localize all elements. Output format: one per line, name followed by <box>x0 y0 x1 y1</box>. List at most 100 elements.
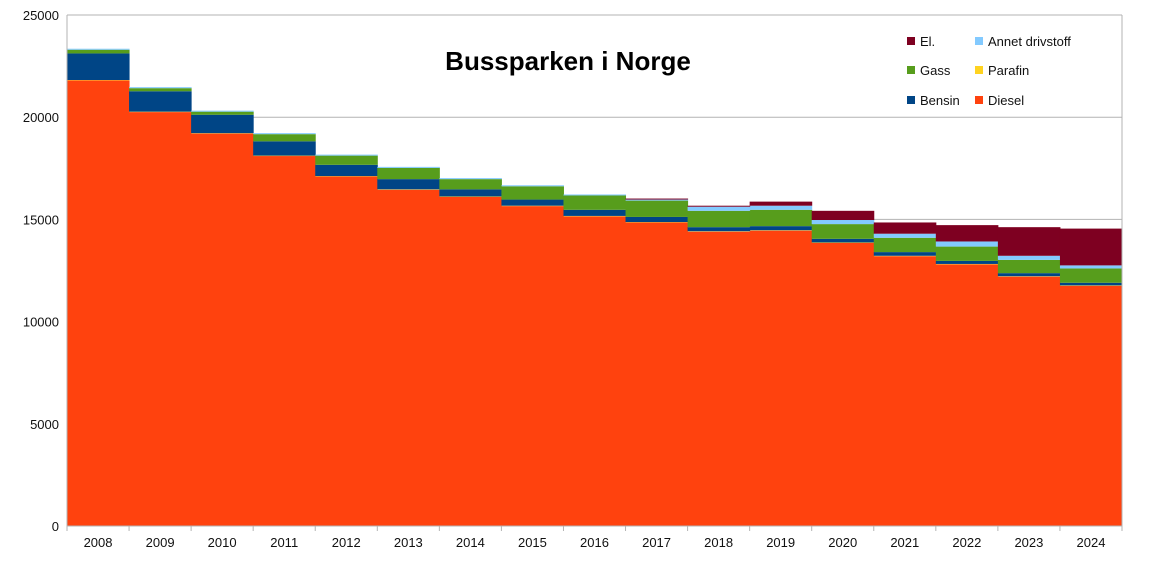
area-segment-annet-drivstoff-2020 <box>812 220 875 224</box>
area-segment-bensin-2009 <box>129 91 192 111</box>
area-segment-el--2023 <box>998 227 1061 256</box>
area-segment-gass-2019 <box>750 210 813 226</box>
y-tick-label-0: 0 <box>52 519 59 534</box>
area-segment-gass-2012 <box>315 156 378 165</box>
x-tick-label-2009: 2009 <box>146 535 175 550</box>
x-tick-label-2008: 2008 <box>84 535 113 550</box>
area-segment-annet-drivstoff-2009 <box>129 87 192 88</box>
x-tick-label-2014: 2014 <box>456 535 485 550</box>
area-segment-diesel-2010 <box>191 134 254 526</box>
area-segment-bensin-2008 <box>67 53 130 80</box>
area-segment-diesel-2022 <box>936 264 999 526</box>
area-segment-annet-drivstoff-2010 <box>191 111 254 112</box>
legend-label-gass: Gass <box>920 63 951 78</box>
area-segment-gass-2008 <box>67 50 130 54</box>
series-diesel <box>67 80 1123 526</box>
legend-label-annet-drivstoff: Annet drivstoff <box>988 34 1071 49</box>
y-tick-label-10000: 10000 <box>23 315 59 330</box>
area-segment-bensin-2011 <box>253 141 316 155</box>
area-segment-bensin-2023 <box>998 273 1061 276</box>
x-tick-label-2017: 2017 <box>642 535 671 550</box>
x-tick-label-2020: 2020 <box>828 535 857 550</box>
legend-label-parafin: Parafin <box>988 63 1029 78</box>
area-segment-el--2022 <box>936 225 999 241</box>
x-tick-label-2012: 2012 <box>332 535 361 550</box>
y-tick-label-15000: 15000 <box>23 212 59 227</box>
area-segment-diesel-2008 <box>67 80 130 526</box>
x-tick-label-2013: 2013 <box>394 535 423 550</box>
area-segment-annet-drivstoff-2008 <box>67 49 130 50</box>
x-tick-label-2022: 2022 <box>952 535 981 550</box>
x-tick-label-2024: 2024 <box>1077 535 1106 550</box>
area-segment-bensin-2017 <box>626 217 689 222</box>
area-segment-gass-2013 <box>377 168 440 179</box>
area-segment-annet-drivstoff-2018 <box>688 207 751 211</box>
legend-swatch-parafin <box>975 66 983 74</box>
area-segment-annet-drivstoff-2017 <box>626 200 689 201</box>
area-segment-gass-2024 <box>1060 268 1123 282</box>
area-segment-annet-drivstoff-2023 <box>998 256 1061 260</box>
area-segment-annet-drivstoff-2024 <box>1060 265 1123 268</box>
area-segment-gass-2010 <box>191 112 254 115</box>
x-tick-label-2016: 2016 <box>580 535 609 550</box>
area-segment-bensin-2013 <box>377 179 440 189</box>
area-segment-gass-2020 <box>812 224 875 239</box>
area-segment-diesel-2018 <box>688 232 751 526</box>
area-segment-annet-drivstoff-2015 <box>501 185 564 186</box>
area-segment-el--2017 <box>626 199 689 200</box>
area-segment-gass-2015 <box>501 186 564 199</box>
plot-areas <box>67 49 1123 526</box>
y-tick-label-5000: 5000 <box>30 417 59 432</box>
area-segment-el--2020 <box>812 211 875 220</box>
area-segment-annet-drivstoff-2021 <box>874 234 937 238</box>
legend-swatch-el- <box>907 37 915 45</box>
area-segment-annet-drivstoff-2011 <box>253 133 316 134</box>
area-segment-annet-drivstoff-2019 <box>750 206 813 210</box>
area-segment-bensin-2024 <box>1060 283 1123 286</box>
area-segment-diesel-2023 <box>998 277 1061 526</box>
x-tick-label-2011: 2011 <box>270 535 298 550</box>
area-segment-annet-drivstoff-2014 <box>439 178 502 179</box>
area-segment-bensin-2014 <box>439 189 502 196</box>
area-segment-diesel-2013 <box>377 190 440 526</box>
area-segment-el--2018 <box>688 206 751 207</box>
area-segment-diesel-2020 <box>812 243 875 526</box>
legend-swatch-diesel <box>975 96 983 104</box>
area-segment-gass-2009 <box>129 88 192 91</box>
x-tick-label-2019: 2019 <box>766 535 795 550</box>
legend-swatch-bensin <box>907 96 915 104</box>
area-segment-gass-2011 <box>253 134 316 141</box>
legend-swatch-annet-drivstoff <box>975 37 983 45</box>
area-segment-bensin-2010 <box>191 115 254 133</box>
x-tick-label-2021: 2021 <box>890 535 919 550</box>
x-tick-label-2018: 2018 <box>704 535 733 550</box>
area-segment-diesel-2015 <box>501 206 564 526</box>
area-segment-annet-drivstoff-2016 <box>563 194 626 195</box>
area-segment-gass-2018 <box>688 211 751 227</box>
area-segment-bensin-2015 <box>501 200 564 206</box>
chart-title: Bussparken i Norge <box>445 46 691 76</box>
legend-label-bensin: Bensin <box>920 93 960 108</box>
area-segment-gass-2022 <box>936 247 999 261</box>
legend-label-el-: El. <box>920 34 935 49</box>
area-segment-diesel-2017 <box>626 222 689 526</box>
y-tick-label-25000: 25000 <box>23 8 59 23</box>
area-segment-diesel-2024 <box>1060 286 1123 526</box>
y-tick-label-20000: 20000 <box>23 110 59 125</box>
area-segment-diesel-2012 <box>315 176 378 526</box>
area-segment-bensin-2021 <box>874 252 937 256</box>
area-segment-el--2021 <box>874 222 937 233</box>
area-segment-bensin-2016 <box>563 210 626 216</box>
area-segment-diesel-2016 <box>563 216 626 526</box>
x-tick-label-2023: 2023 <box>1014 535 1043 550</box>
area-segment-diesel-2011 <box>253 156 316 526</box>
area-segment-diesel-2021 <box>874 256 937 526</box>
x-tick-label-2010: 2010 <box>208 535 237 550</box>
area-segment-gass-2023 <box>998 260 1061 273</box>
area-segment-bensin-2019 <box>750 226 813 230</box>
area-segment-diesel-2009 <box>129 112 192 526</box>
area-segment-el--2024 <box>1060 229 1123 266</box>
area-segment-annet-drivstoff-2022 <box>936 241 999 246</box>
